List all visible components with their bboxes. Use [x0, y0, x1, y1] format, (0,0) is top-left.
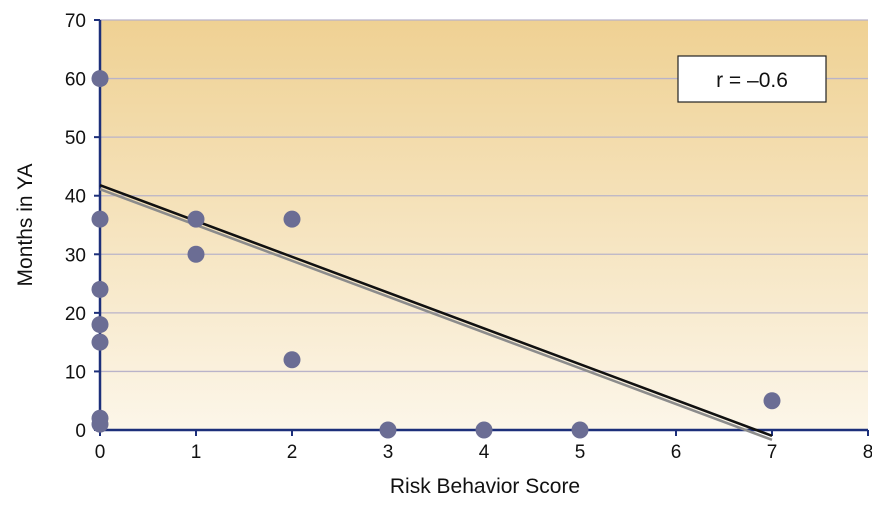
data-point	[91, 70, 109, 88]
trend-line	[99, 184, 773, 438]
x-tick-label: 3	[383, 442, 394, 463]
data-point	[283, 351, 301, 369]
x-tick-label: 1	[191, 442, 202, 463]
data-point	[379, 421, 397, 439]
data-point	[187, 210, 205, 228]
x-tick-label: 6	[671, 442, 682, 463]
x-axis-title: Risk Behavior Score	[390, 475, 580, 498]
x-tick-label: 7	[767, 442, 778, 463]
x-tick-label: 2	[287, 442, 298, 463]
y-tick-label: 40	[65, 187, 86, 208]
data-point	[91, 280, 109, 298]
annotation-box	[677, 55, 827, 103]
y-tick-label: 70	[65, 11, 86, 32]
y-tick-label: 50	[65, 128, 86, 149]
data-point	[763, 392, 781, 410]
data-point	[91, 415, 109, 433]
y-tick-label: 30	[65, 245, 86, 266]
axes: 0 10 20 30 40 50 60 70 0 1 2 3 4 5 6 7 8	[65, 11, 872, 463]
x-tick-label: 8	[863, 442, 872, 463]
y-tick-label: 60	[65, 70, 86, 91]
data-points	[91, 70, 781, 439]
annotation-group: r = –0.6	[677, 55, 827, 103]
data-point	[475, 421, 493, 439]
trend-line-group	[99, 184, 773, 442]
y-tick-label: 10	[65, 362, 86, 383]
y-tick-label: 20	[65, 304, 86, 325]
data-point	[91, 333, 109, 351]
data-point	[91, 210, 109, 228]
data-point	[187, 245, 205, 263]
x-tick-label: 4	[479, 442, 490, 463]
data-point	[571, 421, 589, 439]
trend-line-shadow	[99, 188, 773, 442]
y-axis-title: Months in YA	[14, 164, 37, 287]
data-point	[283, 210, 301, 228]
x-tick-label: 0	[95, 442, 106, 463]
x-tick-label: 5	[575, 442, 586, 463]
data-point	[91, 316, 109, 334]
y-tick-label: 0	[75, 421, 86, 442]
correlation-annotation: r = –0.6	[716, 69, 788, 92]
